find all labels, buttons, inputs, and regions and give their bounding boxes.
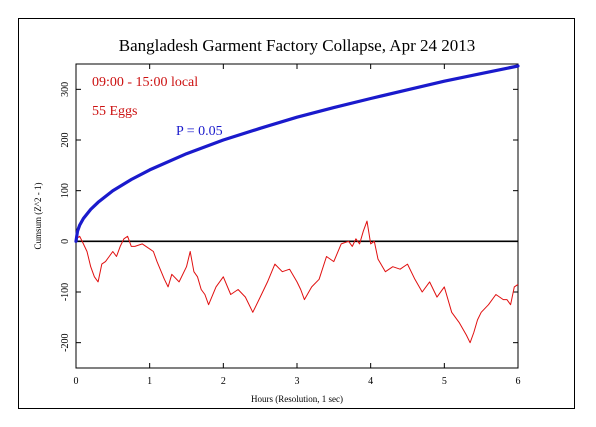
y-tick-label: -200 [60, 333, 71, 351]
x-axis-label: Hours (Resolution, 1 sec) [251, 394, 343, 404]
chart-frame: 0 1 2 3 4 5 6 -200 -100 0 100 200 300 Bangladesh Garm… [18, 18, 575, 409]
y-tick-label: 0 [60, 239, 71, 244]
probability-envelope-line [74, 64, 520, 243]
cumsum-line [75, 220, 519, 344]
x-tick-label: 5 [442, 376, 447, 387]
x-tick-label: 6 [516, 376, 521, 387]
x-tick-label: 0 [74, 376, 79, 387]
y-tick-label: 300 [60, 82, 71, 97]
y-axis-label: Cumsum (Z^2 - 1) [33, 183, 43, 250]
x-tick-label: 3 [295, 376, 300, 387]
x-tick-label: 2 [221, 376, 226, 387]
chart-title: Bangladesh Garment Factory Collapse, Apr… [119, 36, 475, 55]
plot-area-border [75, 63, 519, 369]
y-tick-label: 200 [60, 133, 71, 148]
x-tick-label: 1 [147, 376, 152, 387]
annotation-time-window: 09:00 - 15:00 local [92, 75, 198, 90]
y-tick-label: 100 [60, 183, 71, 198]
x-tick-label: 4 [368, 376, 373, 387]
y-tick-label: -100 [60, 283, 71, 301]
annotation-p-value: P = 0.05 [176, 124, 223, 139]
cumsum-chart: 0 1 2 3 4 5 6 -200 -100 0 100 200 300 Bangladesh Garm… [33, 36, 521, 404]
annotation-eggs: 55 Eggs [92, 104, 138, 119]
